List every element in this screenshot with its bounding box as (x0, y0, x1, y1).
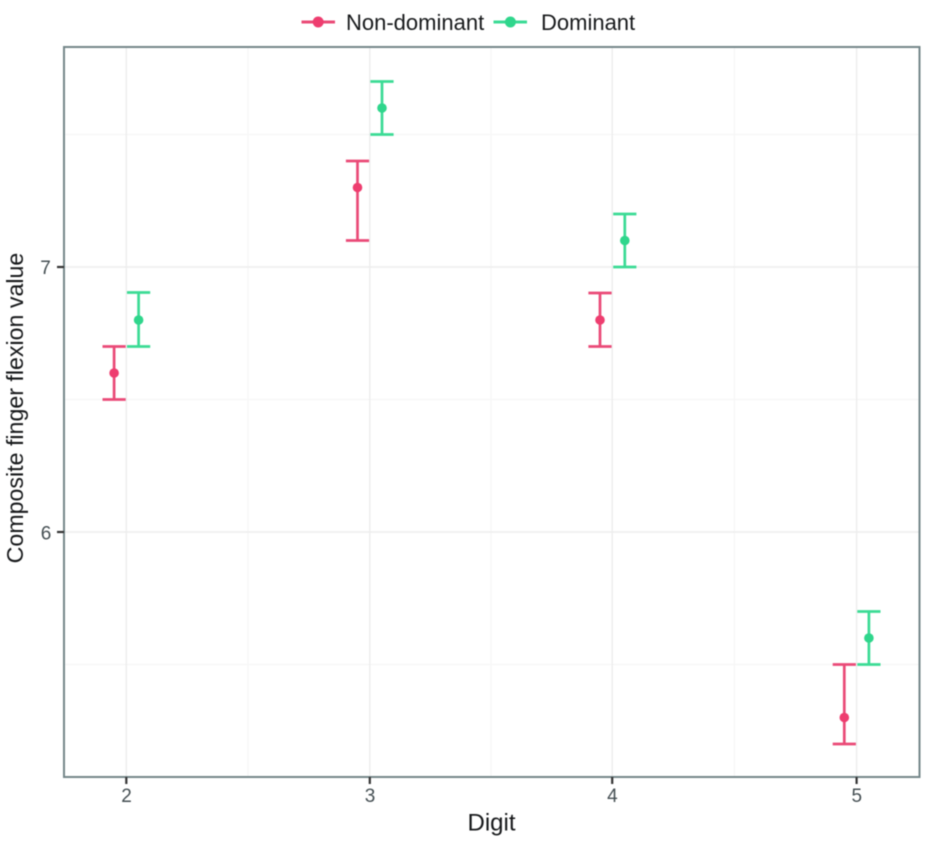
svg-text:Non-dominant: Non-dominant (346, 10, 484, 35)
svg-text:4: 4 (607, 786, 618, 807)
svg-text:2: 2 (121, 786, 132, 807)
svg-text:7: 7 (40, 258, 51, 279)
svg-text:6: 6 (41, 524, 52, 545)
svg-text:Composite finger flexion value: Composite finger flexion value (2, 253, 28, 564)
svg-text:3: 3 (365, 786, 376, 807)
svg-text:Dominant: Dominant (541, 10, 635, 35)
svg-text:Digit: Digit (467, 810, 515, 837)
svg-text:5: 5 (852, 786, 863, 807)
